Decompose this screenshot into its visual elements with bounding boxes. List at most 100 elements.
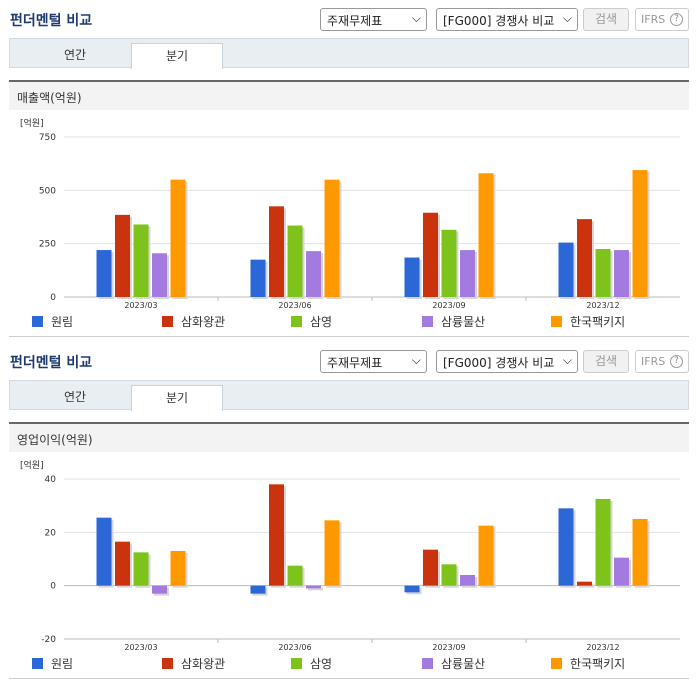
compare-group-value: [FG000] 경쟁사 비교 <box>443 14 555 28</box>
legend-item[interactable]: 원림 <box>32 655 73 672</box>
bar <box>404 585 420 593</box>
x-tick-label: 2023/06 <box>278 301 311 308</box>
metric-header: 매출액(억원) <box>9 80 689 110</box>
bar <box>460 250 475 297</box>
bar <box>558 242 574 297</box>
chevron-down-icon: ⌵ <box>411 353 421 367</box>
legend-item[interactable]: 한국팩키지 <box>551 655 625 672</box>
bar <box>306 251 321 297</box>
legend-swatch <box>291 316 302 327</box>
y-tick-label: 0 <box>50 582 56 592</box>
legend-item[interactable]: 삼륭물산 <box>422 313 485 330</box>
legend-swatch <box>32 658 43 669</box>
legend-swatch <box>291 658 302 669</box>
bar <box>287 565 303 586</box>
chevron-down-icon: ⌵ <box>562 11 572 25</box>
bar <box>152 253 167 297</box>
bar <box>170 551 186 586</box>
compare-group-select[interactable]: [FG000] 경쟁사 비교 ⌵ <box>436 350 578 373</box>
operating-profit-bar-chart: [억원] -20 0 20 40 2023/03 2023/06 2023/09 2023/12 <box>20 459 680 650</box>
ifrs-help-button[interactable]: IFRS ? <box>635 350 689 373</box>
legend-label: 한국팩키지 <box>570 315 626 329</box>
x-tick-label: 2023/06 <box>278 643 311 650</box>
x-tick-label: 2023/12 <box>586 643 619 650</box>
legend-item[interactable]: 삼륭물산 <box>422 655 485 672</box>
bar <box>460 575 475 586</box>
bar-shadow <box>579 583 594 588</box>
x-tick-label: 2023/12 <box>586 301 619 308</box>
bar <box>404 257 420 297</box>
legend-item[interactable]: 삼영 <box>291 655 332 672</box>
statement-type-select[interactable]: 주재무제표 ⌵ <box>320 8 427 31</box>
legend-swatch <box>32 316 43 327</box>
compare-group-select[interactable]: [FG000] 경쟁사 비교 ⌵ <box>436 8 578 31</box>
bar <box>96 250 112 297</box>
legend-item[interactable]: 삼영 <box>291 313 332 330</box>
tab-quarterly[interactable]: 분기 <box>131 43 223 69</box>
tab-annual[interactable]: 연간 <box>63 48 87 62</box>
bar <box>441 229 457 297</box>
legend-label: 한국팩키지 <box>570 657 626 671</box>
statement-type-select[interactable]: 주재무제표 ⌵ <box>320 350 427 373</box>
legend-item[interactable]: 원림 <box>32 313 73 330</box>
legend-label: 삼륭물산 <box>441 315 486 329</box>
legend-label: 원림 <box>51 315 74 329</box>
bar <box>133 552 149 586</box>
legend-swatch <box>551 316 562 327</box>
bar <box>133 224 149 297</box>
fundamental-panel-operating-profit: 펀더멘털 비교 주재무제표 ⌵ [FG000] 경쟁사 비교 ⌵ 검색 IFRS… <box>0 342 696 684</box>
bar <box>577 581 592 586</box>
bar <box>558 508 574 586</box>
legend-swatch <box>422 316 433 327</box>
legend-label: 삼륭물산 <box>441 657 486 671</box>
chevron-down-icon: ⌵ <box>411 11 421 25</box>
x-tick-label: 2023/09 <box>432 301 465 308</box>
bar <box>632 519 648 586</box>
tab-quarterly[interactable]: 분기 <box>131 385 223 411</box>
bar <box>306 585 321 589</box>
x-tick-label: 2023/09 <box>432 643 465 650</box>
y-axis-unit: [억원] <box>20 117 44 129</box>
y-tick-label: 500 <box>39 186 56 196</box>
y-tick-label: 750 <box>39 133 56 143</box>
panel-divider <box>9 336 689 337</box>
search-button[interactable]: 검색 <box>583 350 629 373</box>
legend-item[interactable]: 한국팩키지 <box>551 313 625 330</box>
panel-title: 펀더멘털 비교 <box>10 355 93 371</box>
y-tick-label: 250 <box>39 240 56 250</box>
bar <box>441 564 457 586</box>
period-tabs: 연간 분기 <box>9 380 689 411</box>
bar <box>478 173 494 297</box>
bar <box>324 179 340 297</box>
legend-item[interactable]: 삼화왕관 <box>162 313 225 330</box>
y-tick-label: 20 <box>45 528 57 538</box>
bar <box>152 585 167 594</box>
search-button[interactable]: 검색 <box>583 8 629 31</box>
bar <box>96 517 112 586</box>
legend-swatch <box>162 658 173 669</box>
legend-swatch <box>162 316 173 327</box>
statement-type-value: 주재무제표 <box>327 14 383 28</box>
help-icon: ? <box>670 13 683 26</box>
period-tabs: 연간 분기 <box>9 38 689 69</box>
legend-label: 삼영 <box>310 315 333 329</box>
legend-label: 삼영 <box>310 657 333 671</box>
chart-legend: 원림 삼화왕관 삼영 삼륭물산 한국팩키지 <box>32 313 652 329</box>
tab-annual[interactable]: 연간 <box>63 390 87 404</box>
legend-item[interactable]: 삼화왕관 <box>162 655 225 672</box>
ifrs-help-button[interactable]: IFRS ? <box>635 8 689 31</box>
compare-group-value: [FG000] 경쟁사 비교 <box>443 356 555 370</box>
bar <box>115 214 130 297</box>
bar <box>423 549 438 586</box>
x-tick-label: 2023/03 <box>124 643 157 650</box>
chart-legend: 원림 삼화왕관 삼영 삼륭물산 한국팩키지 <box>32 655 652 671</box>
y-tick-label: 40 <box>45 475 57 485</box>
bar <box>595 499 611 586</box>
y-tick-label: 0 <box>50 293 56 303</box>
bar <box>170 179 186 297</box>
bar <box>632 170 648 297</box>
legend-swatch <box>551 658 562 669</box>
help-icon: ? <box>670 355 683 368</box>
legend-label: 원림 <box>51 657 74 671</box>
bar <box>269 484 284 586</box>
